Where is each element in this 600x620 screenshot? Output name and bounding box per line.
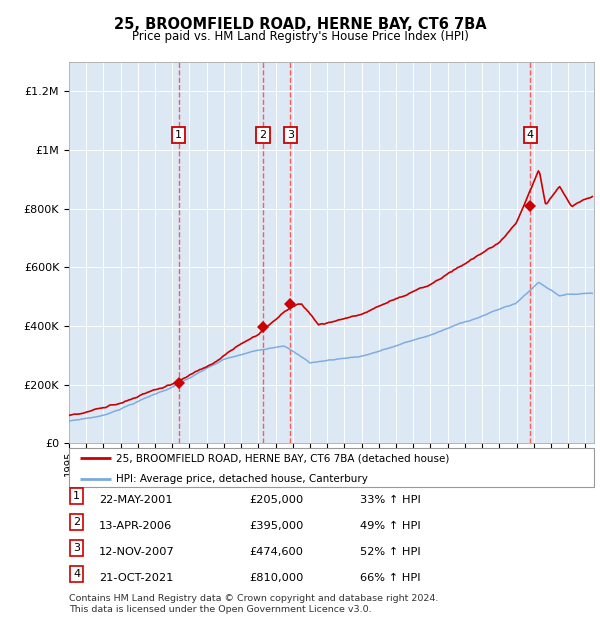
Text: 12-NOV-2007: 12-NOV-2007 <box>99 547 175 557</box>
Text: £205,000: £205,000 <box>249 495 303 505</box>
Text: 21-OCT-2021: 21-OCT-2021 <box>99 573 173 583</box>
Text: £395,000: £395,000 <box>249 521 304 531</box>
Text: 52% ↑ HPI: 52% ↑ HPI <box>360 547 421 557</box>
Text: 22-MAY-2001: 22-MAY-2001 <box>99 495 173 505</box>
Text: 4: 4 <box>73 569 80 579</box>
Text: Contains HM Land Registry data © Crown copyright and database right 2024.: Contains HM Land Registry data © Crown c… <box>69 594 439 603</box>
Text: 2: 2 <box>260 130 267 140</box>
Text: 33% ↑ HPI: 33% ↑ HPI <box>360 495 421 505</box>
Text: 1: 1 <box>73 491 80 501</box>
Text: 25, BROOMFIELD ROAD, HERNE BAY, CT6 7BA: 25, BROOMFIELD ROAD, HERNE BAY, CT6 7BA <box>113 17 487 32</box>
Text: 66% ↑ HPI: 66% ↑ HPI <box>360 573 421 583</box>
Text: 4: 4 <box>527 130 534 140</box>
Text: HPI: Average price, detached house, Canterbury: HPI: Average price, detached house, Cant… <box>116 474 368 484</box>
Text: 3: 3 <box>73 543 80 553</box>
Text: £810,000: £810,000 <box>249 573 304 583</box>
Text: 25, BROOMFIELD ROAD, HERNE BAY, CT6 7BA (detached house): 25, BROOMFIELD ROAD, HERNE BAY, CT6 7BA … <box>116 453 449 463</box>
Text: Price paid vs. HM Land Registry's House Price Index (HPI): Price paid vs. HM Land Registry's House … <box>131 30 469 43</box>
Text: 49% ↑ HPI: 49% ↑ HPI <box>360 521 421 531</box>
Text: This data is licensed under the Open Government Licence v3.0.: This data is licensed under the Open Gov… <box>69 604 371 614</box>
Text: £474,600: £474,600 <box>249 547 303 557</box>
Text: 13-APR-2006: 13-APR-2006 <box>99 521 172 531</box>
Text: 1: 1 <box>175 130 182 140</box>
FancyBboxPatch shape <box>69 448 594 487</box>
Text: 3: 3 <box>287 130 294 140</box>
Text: 2: 2 <box>73 517 80 527</box>
